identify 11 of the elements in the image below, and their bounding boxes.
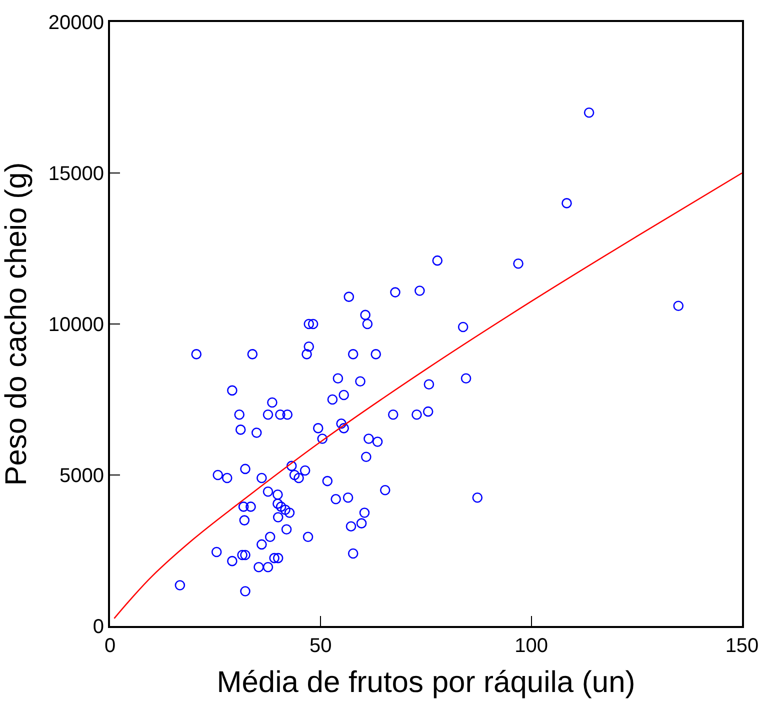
y-tick-label: 10000 bbox=[48, 314, 104, 336]
y-tick-label: 0 bbox=[92, 616, 104, 638]
y-tick-label: 20000 bbox=[48, 12, 104, 34]
y-tick-label: 5000 bbox=[60, 465, 104, 487]
x-tick-label: 50 bbox=[310, 635, 332, 657]
y-axis-title: Peso do cacho cheio (g) bbox=[0, 162, 33, 486]
x-axis-title: Média de frutos por ráquila (un) bbox=[216, 666, 636, 699]
x-tick-label: 150 bbox=[725, 635, 759, 657]
line-series bbox=[114, 172, 742, 620]
x-tick-label: 100 bbox=[514, 635, 548, 657]
y-tick-label: 15000 bbox=[48, 163, 104, 185]
